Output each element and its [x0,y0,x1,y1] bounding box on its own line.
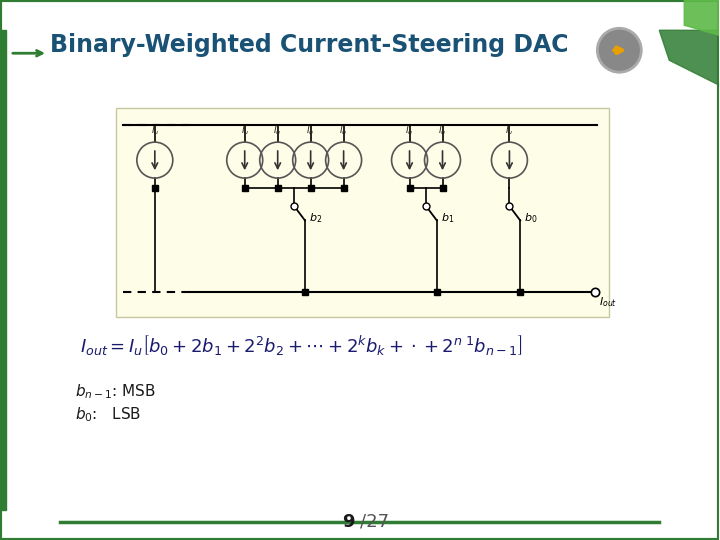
Text: /27: /27 [359,512,389,531]
Polygon shape [660,30,719,85]
Text: $I_u$: $I_u$ [438,125,446,137]
Text: $I_u$: $I_u$ [505,125,513,137]
Polygon shape [684,1,719,35]
Text: $I_u$: $I_u$ [150,125,159,137]
Text: $I_u$: $I_u$ [240,125,249,137]
Text: $b_0$: $b_0$ [524,211,537,225]
Text: $b_{n-1}$: MSB: $b_{n-1}$: MSB [75,382,156,401]
Bar [0,30,6,510]
FancyBboxPatch shape [116,108,609,317]
Text: $b_1$: $b_1$ [441,211,454,225]
Text: Binary-Weighted Current-Steering DAC: Binary-Weighted Current-Steering DAC [50,33,569,57]
Text: $I_u$: $I_u$ [339,125,348,137]
Text: 9: 9 [342,512,355,531]
Text: $I_u$: $I_u$ [307,125,315,137]
Text: $b_0$:   LSB: $b_0$: LSB [75,406,141,424]
Text: $b_2$: $b_2$ [309,211,322,225]
Text: $I_{out}$: $I_{out}$ [599,295,618,309]
Text: $I_u$: $I_u$ [274,125,282,137]
Circle shape [598,28,642,72]
Text: $I_u$: $I_u$ [405,125,414,137]
Text: $I_{out} = I_u \left[b_0 + 2b_1 + 2^2b_2 + \cdots + 2^k b_k + \cdot + 2^{n\ 1}b_: $I_{out} = I_u \left[b_0 + 2b_1 + 2^2b_2… [80,333,522,357]
